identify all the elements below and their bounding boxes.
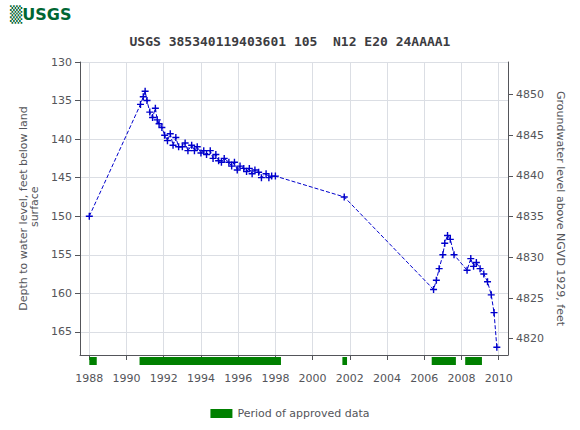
svg-text:USGS 385340119403601 105 N12: USGS 385340119403601 105 N12 E20 24AAAA1 [130, 34, 451, 49]
svg-text:4840: 4840 [516, 169, 544, 182]
svg-text:150: 150 [51, 210, 72, 223]
svg-text:135: 135 [51, 94, 72, 107]
svg-text:4845: 4845 [516, 129, 544, 142]
svg-text:Depth to water level, feet bel: Depth to water level, feet below land [17, 106, 30, 311]
svg-text:1992: 1992 [150, 372, 178, 385]
svg-text:▒USGS: ▒USGS [10, 5, 71, 24]
svg-text:4830: 4830 [516, 251, 544, 264]
svg-text:145: 145 [51, 171, 72, 184]
svg-text:1988: 1988 [75, 372, 103, 385]
svg-text:1998: 1998 [261, 372, 289, 385]
svg-text:Period of approved data: Period of approved data [237, 407, 369, 420]
svg-text:2002: 2002 [336, 372, 364, 385]
svg-text:160: 160 [51, 287, 72, 300]
svg-text:165: 165 [51, 325, 72, 338]
svg-text:1996: 1996 [224, 372, 252, 385]
svg-text:2004: 2004 [373, 372, 401, 385]
svg-text:4820: 4820 [516, 332, 544, 345]
svg-text:2000: 2000 [299, 372, 327, 385]
svg-text:4835: 4835 [516, 210, 544, 223]
svg-text:surface: surface [28, 186, 41, 230]
svg-text:2010: 2010 [485, 372, 513, 385]
svg-text:2006: 2006 [410, 372, 438, 385]
svg-text:4825: 4825 [516, 292, 544, 305]
svg-text:140: 140 [51, 133, 72, 146]
svg-text:130: 130 [51, 56, 72, 69]
svg-text:1994: 1994 [187, 372, 215, 385]
svg-text:2008: 2008 [447, 372, 475, 385]
svg-text:1990: 1990 [113, 372, 141, 385]
svg-text:Groundwater level above NGVD 1: Groundwater level above NGVD 1929, feet [554, 91, 567, 327]
svg-text:155: 155 [51, 248, 72, 261]
svg-text:4850: 4850 [516, 88, 544, 101]
